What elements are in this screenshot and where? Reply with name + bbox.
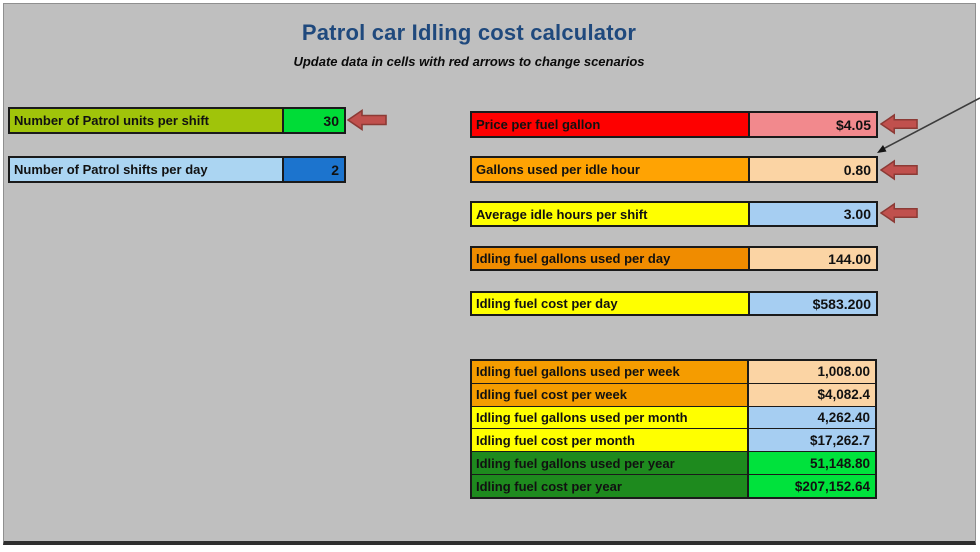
- row-patrol-units-per-shift: Number of Patrol units per shift 30: [8, 107, 346, 134]
- row-cost-per-day: Idling fuel cost per day $583.200: [470, 291, 878, 316]
- label-cost-per-day: Idling fuel cost per day: [472, 293, 748, 314]
- row-gallons-per-idle-hour: Gallons used per idle hour 0.80: [470, 156, 878, 183]
- row-cost-per-year: Idling fuel cost per year $207,152.64: [472, 474, 875, 497]
- label-gallons-per-idle-hour: Gallons used per idle hour: [472, 158, 748, 181]
- page-title: Patrol car Idling cost calculator: [301, 20, 637, 45]
- row-avg-idle-hours-per-shift: Average idle hours per shift 3.00: [470, 201, 878, 227]
- cell-avg-idle-hours-per-shift[interactable]: 3.00: [748, 203, 876, 225]
- row-cost-per-month: Idling fuel cost per month $17,262.7: [472, 428, 875, 452]
- sheet-background: Patrol car Idling cost calculator Update…: [3, 3, 976, 545]
- label-price-per-gallon: Price per fuel gallon: [472, 113, 748, 136]
- cell-cost-per-year: $207,152.64: [747, 475, 875, 497]
- row-patrol-shifts-per-day: Number of Patrol shifts per day 2: [8, 156, 346, 183]
- row-price-per-gallon: Price per fuel gallon $4.05: [470, 111, 878, 138]
- label-cost-per-week: Idling fuel cost per week: [472, 383, 747, 406]
- summary-table: Idling fuel gallons used per week 1,008.…: [470, 359, 877, 499]
- cell-gallons-per-week: 1,008.00: [747, 361, 875, 383]
- row-cost-per-week: Idling fuel cost per week $4,082.4: [472, 382, 875, 406]
- cell-cost-per-week: $4,082.4: [747, 383, 875, 406]
- label-gallons-per-month: Idling fuel gallons used per month: [472, 406, 747, 429]
- label-avg-idle-hours-per-shift: Average idle hours per shift: [472, 203, 748, 225]
- red-arrow-icon: [880, 113, 918, 135]
- label-gallons-per-week: Idling fuel gallons used per week: [472, 361, 747, 383]
- label-gallons-per-day: Idling fuel gallons used per day: [472, 248, 748, 269]
- red-arrow-icon: [880, 159, 918, 181]
- label-patrol-units-per-shift: Number of Patrol units per shift: [10, 109, 282, 132]
- label-gallons-per-year: Idling fuel gallons used per year: [472, 452, 747, 475]
- cell-gallons-per-idle-hour[interactable]: 0.80: [748, 158, 876, 181]
- cell-gallons-per-day: 144.00: [748, 248, 876, 269]
- row-gallons-per-year: Idling fuel gallons used per year 51,148…: [472, 451, 875, 475]
- cell-gallons-per-month: 4,262.40: [747, 406, 875, 429]
- page-subtitle: Update data in cells with red arrows to …: [293, 54, 645, 69]
- cell-gallons-per-year: 51,148.80: [747, 452, 875, 475]
- cell-price-per-gallon[interactable]: $4.05: [748, 113, 876, 136]
- label-cost-per-month: Idling fuel cost per month: [472, 429, 747, 452]
- cell-patrol-units-per-shift[interactable]: 30: [282, 109, 344, 132]
- row-gallons-per-week: Idling fuel gallons used per week 1,008.…: [472, 361, 875, 383]
- red-arrow-icon: [347, 109, 387, 131]
- row-gallons-per-month: Idling fuel gallons used per month 4,262…: [472, 405, 875, 429]
- label-patrol-shifts-per-day: Number of Patrol shifts per day: [10, 158, 282, 181]
- cell-cost-per-day: $583.200: [748, 293, 876, 314]
- label-cost-per-year: Idling fuel cost per year: [472, 475, 747, 497]
- red-arrow-icon: [880, 202, 918, 224]
- row-gallons-per-day: Idling fuel gallons used per day 144.00: [470, 246, 878, 271]
- cell-cost-per-month: $17,262.7: [747, 429, 875, 452]
- cell-patrol-shifts-per-day[interactable]: 2: [282, 158, 344, 181]
